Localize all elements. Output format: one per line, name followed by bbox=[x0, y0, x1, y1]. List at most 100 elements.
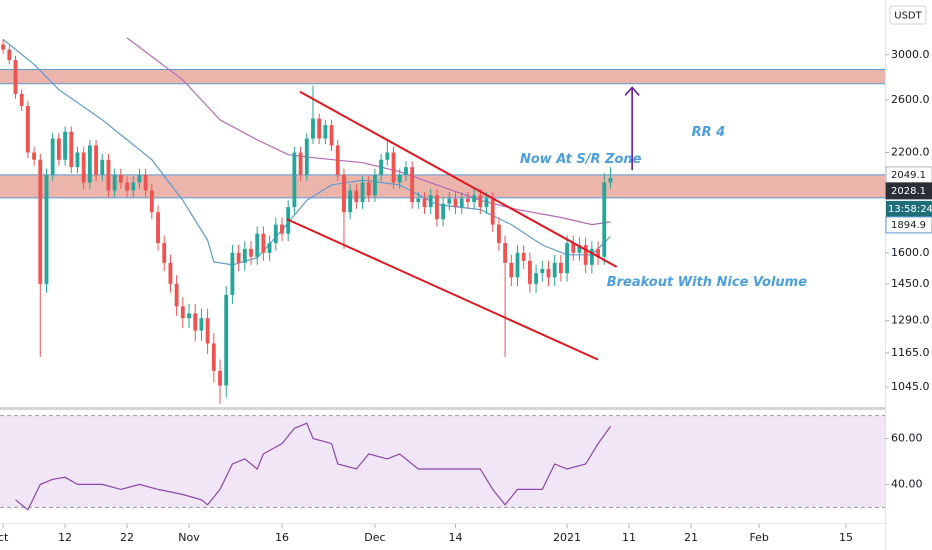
candle-body bbox=[428, 195, 433, 208]
candle-body bbox=[242, 248, 247, 263]
candle-body bbox=[63, 131, 67, 160]
candle-body bbox=[187, 313, 191, 319]
candle-body bbox=[589, 248, 594, 265]
candle-body bbox=[168, 262, 173, 284]
x-tick-label: 22 bbox=[120, 531, 134, 544]
candle-body bbox=[249, 248, 253, 257]
candle-body bbox=[81, 152, 86, 183]
x-tick-label: Nov bbox=[178, 531, 200, 544]
candle-body bbox=[304, 138, 309, 175]
candle-body bbox=[565, 243, 569, 274]
candle-body bbox=[118, 174, 123, 183]
candle-body bbox=[75, 152, 80, 168]
candle-body bbox=[583, 245, 588, 265]
candle-body bbox=[180, 306, 185, 319]
candle-body bbox=[323, 125, 328, 139]
candle-body bbox=[496, 224, 501, 244]
candle-body bbox=[218, 370, 222, 386]
main-pane: Now At S/R Zone RR 4 Breakout With Nice Vo… bbox=[0, 37, 885, 405]
candle-body bbox=[379, 159, 384, 175]
candle-body bbox=[50, 138, 55, 175]
price-tag bbox=[885, 216, 932, 234]
candle-body bbox=[236, 252, 241, 263]
candle-body bbox=[143, 174, 148, 191]
annotation: RR 4 bbox=[692, 125, 726, 140]
candle-body bbox=[404, 167, 408, 175]
candle-body bbox=[56, 138, 61, 160]
candle-body bbox=[503, 243, 508, 263]
candle-body bbox=[156, 212, 160, 244]
candle-body bbox=[546, 268, 551, 278]
x-tick-label: 14 bbox=[449, 531, 463, 544]
candle-body bbox=[435, 195, 439, 220]
price-tag-label: 1894.9 bbox=[891, 220, 926, 231]
countdown-tag bbox=[886, 200, 932, 217]
candle-body bbox=[174, 283, 179, 307]
candle-body bbox=[44, 174, 49, 284]
trend-line bbox=[299, 90, 618, 268]
candle-body bbox=[149, 190, 154, 213]
y-tick-label: 1165.0 bbox=[891, 346, 930, 359]
candle-body bbox=[602, 182, 607, 257]
candle-body bbox=[280, 224, 284, 234]
candle-body bbox=[292, 152, 297, 208]
candle-body bbox=[193, 313, 198, 331]
y-tick-label: 40.00 bbox=[891, 477, 923, 490]
candle-body bbox=[366, 182, 371, 196]
candle-body bbox=[342, 174, 346, 213]
candle-body bbox=[596, 248, 600, 257]
annotation: Now At S/R Zone bbox=[520, 152, 642, 167]
candle-body bbox=[7, 49, 12, 61]
candle-body bbox=[335, 145, 340, 175]
sr-zone bbox=[0, 69, 885, 84]
candle-body bbox=[311, 118, 315, 139]
candle-body bbox=[397, 174, 402, 183]
y-tick-label: 1600.0 bbox=[891, 246, 930, 259]
axes: USDT 3000.0 2600.0 2200.0 1600.0 1450.0 1290.… bbox=[0, 5, 932, 544]
candle-body bbox=[571, 243, 576, 253]
candle-body bbox=[137, 174, 142, 183]
x-tick-label: 11 bbox=[622, 531, 636, 544]
candle-body bbox=[211, 343, 216, 371]
candle-body bbox=[224, 294, 229, 386]
target-arrow bbox=[624, 86, 640, 171]
candle-body bbox=[478, 195, 483, 208]
candle-body bbox=[131, 182, 136, 191]
rsi-pane bbox=[0, 415, 885, 511]
moving-average bbox=[2, 38, 611, 266]
candle-body bbox=[267, 243, 272, 253]
candle-body bbox=[205, 318, 210, 344]
x-tick-label: Dec bbox=[364, 531, 385, 544]
candle-body bbox=[422, 198, 427, 208]
x-tick-label: ct bbox=[0, 531, 9, 544]
candle-body bbox=[459, 198, 464, 208]
candle-body bbox=[94, 145, 98, 175]
price-tag-label: 2028.1 bbox=[891, 186, 926, 197]
candle-body bbox=[273, 224, 278, 244]
candle-body bbox=[385, 152, 390, 160]
candle-body bbox=[112, 174, 117, 191]
candle-body bbox=[125, 182, 129, 191]
countdown-label: 13:58:24 bbox=[888, 204, 932, 215]
annotation: Breakout With Nice Volume bbox=[607, 275, 807, 290]
candle-body bbox=[348, 190, 353, 213]
candle-body bbox=[521, 252, 526, 261]
candle-body bbox=[19, 93, 24, 106]
x-tick-label: 21 bbox=[684, 531, 698, 544]
candle-body bbox=[453, 198, 458, 208]
candle-body bbox=[534, 273, 539, 284]
candle-body bbox=[515, 252, 520, 278]
price-tag bbox=[885, 182, 932, 200]
candle-body bbox=[87, 145, 92, 183]
trend-line bbox=[286, 218, 599, 361]
candle-body bbox=[577, 245, 582, 253]
candle-body bbox=[447, 198, 452, 204]
candle-body bbox=[608, 178, 613, 183]
candle-body bbox=[441, 203, 446, 220]
candle-body bbox=[199, 318, 204, 331]
candle-body bbox=[558, 262, 563, 274]
price-tag-label: 2049.1 bbox=[891, 170, 926, 181]
x-tick-label: Feb bbox=[749, 531, 768, 544]
y-tick-label: 3000.0 bbox=[891, 48, 930, 61]
